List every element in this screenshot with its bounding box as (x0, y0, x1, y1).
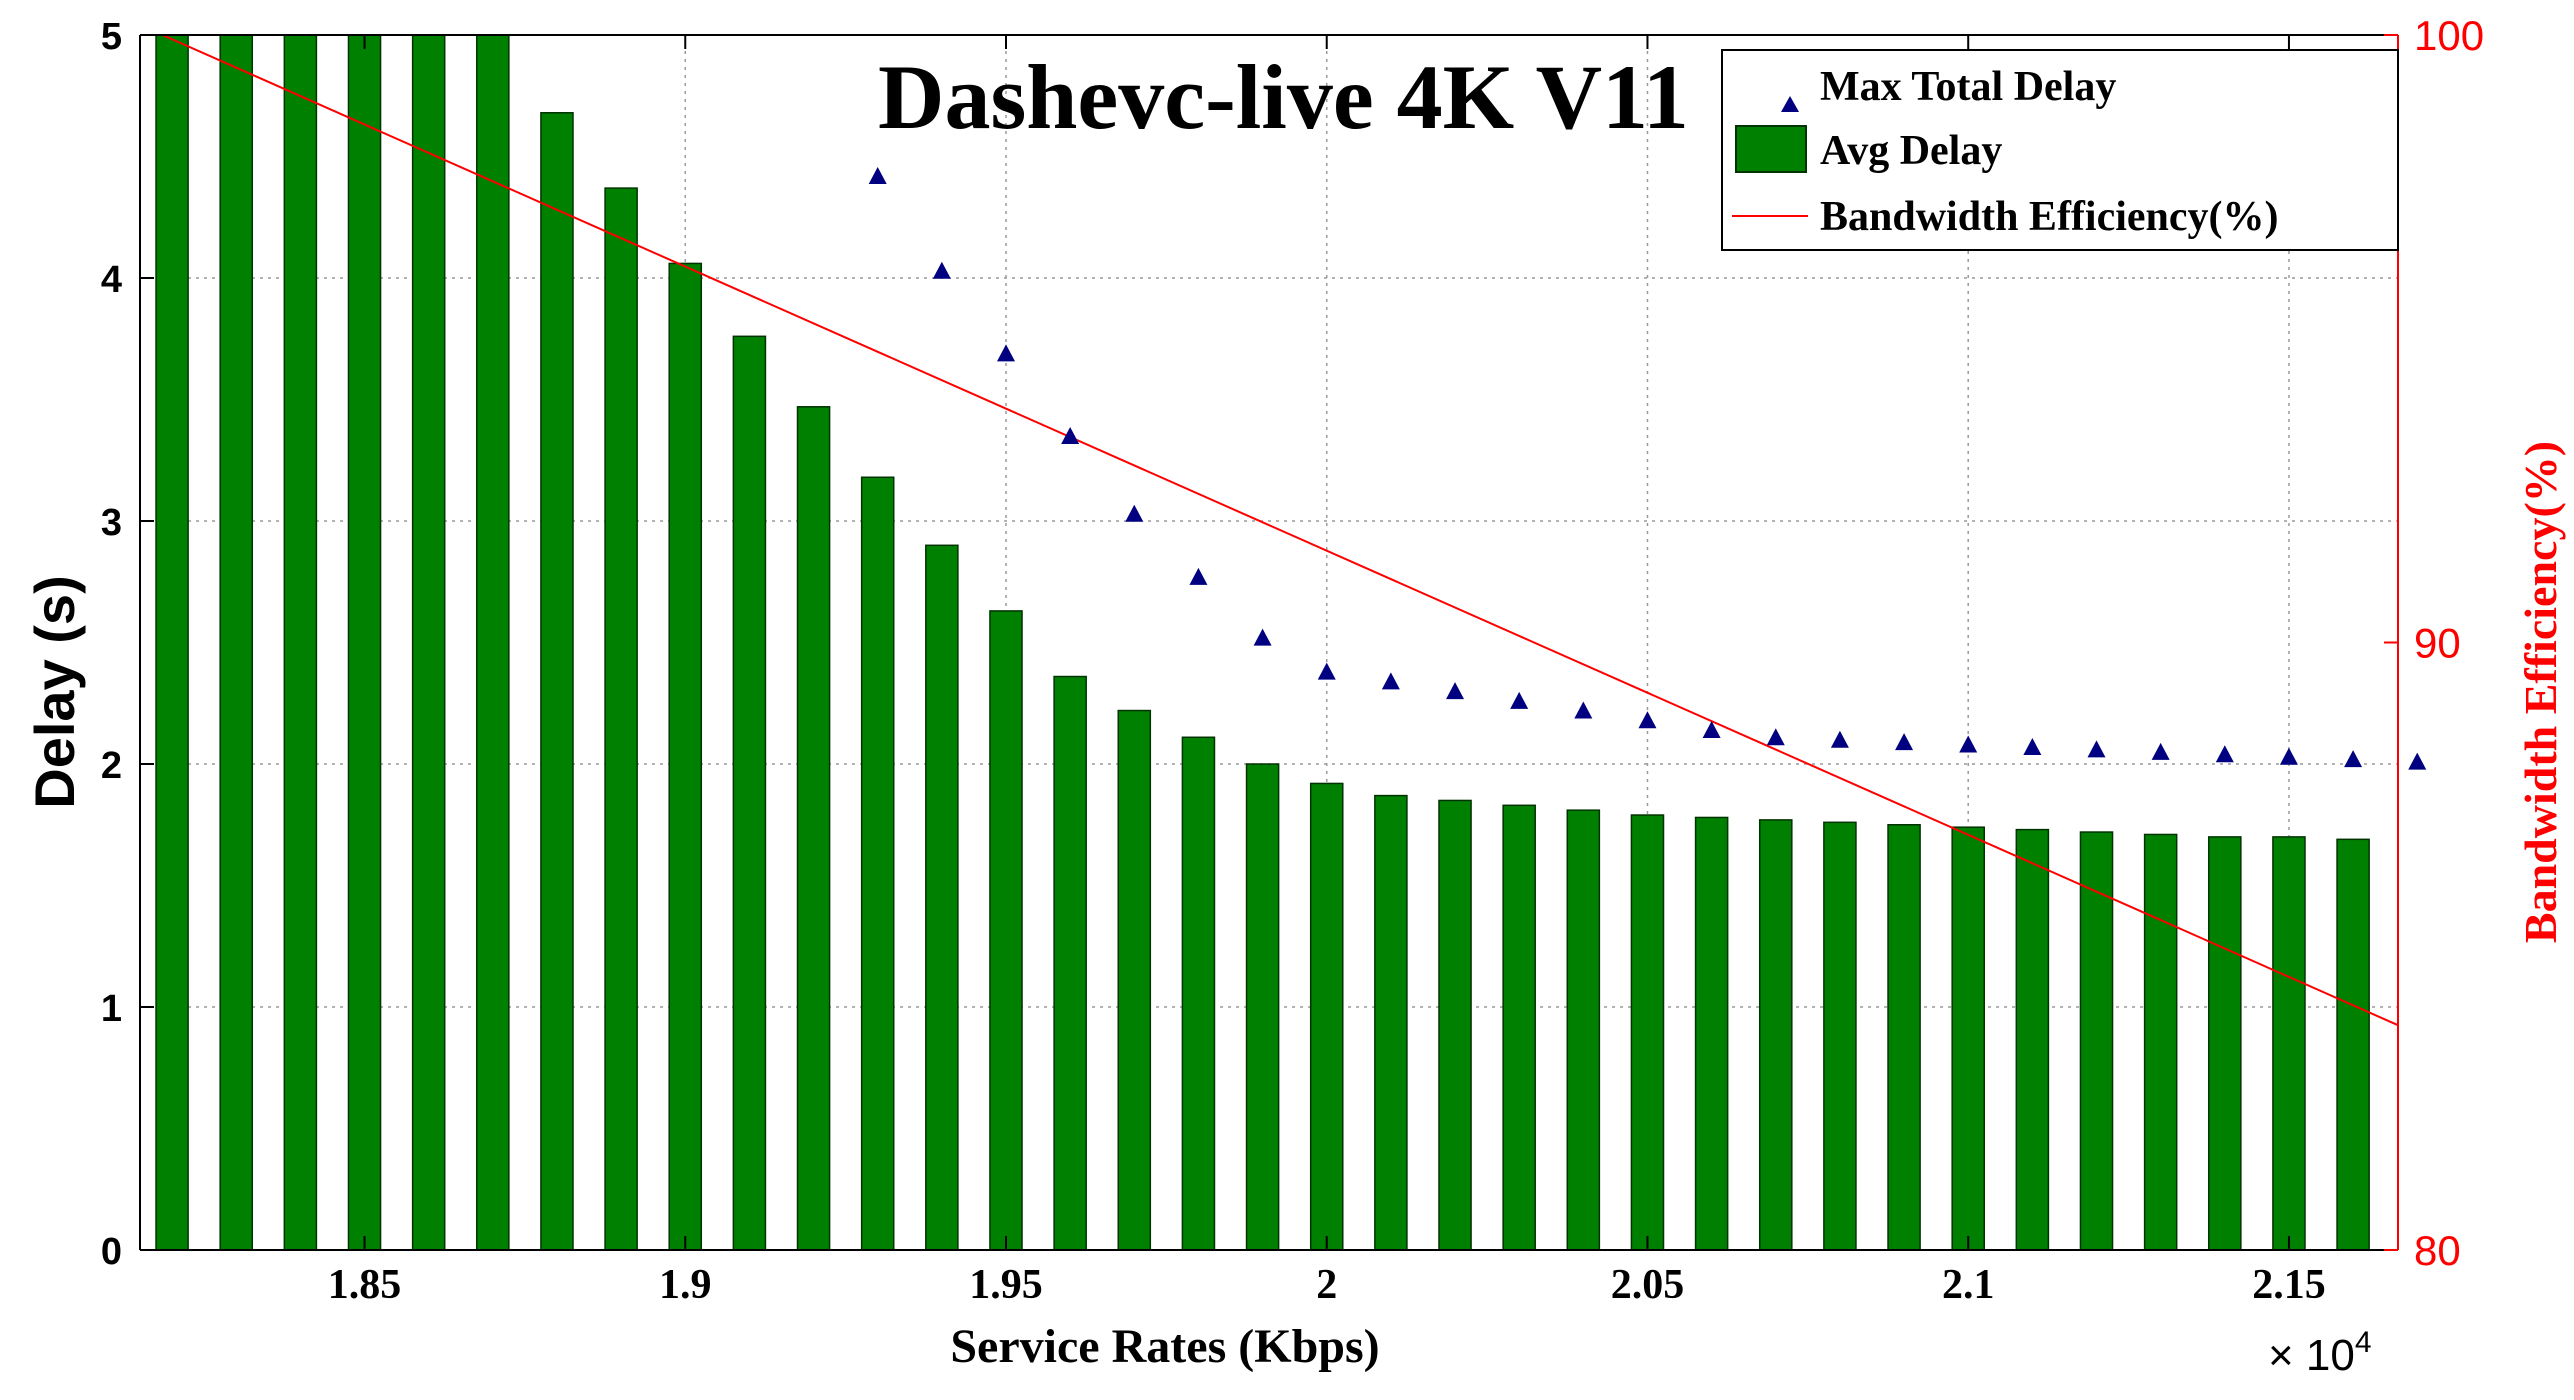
y-tick-label-4: 4 (101, 259, 122, 301)
max-total-delay-marker-2 (996, 344, 1015, 362)
avg-delay-bar-10 (796, 406, 831, 1250)
x-tick-label-2: 1.95 (969, 1262, 1043, 1308)
max-total-delay-marker-14 (1766, 728, 1785, 746)
legend-swatch-avg-delay (1735, 125, 1807, 173)
avg-delay-bar-22 (1566, 809, 1601, 1250)
axes (139, 34, 2399, 1251)
max-total-delay-marker-3 (1061, 426, 1080, 444)
x-axis-multiplier-exponent: 4 (2355, 1326, 2372, 1359)
x-tick-label-1: 1.9 (659, 1262, 712, 1308)
legend-label-max-total-delay: Max Total Delay (1820, 64, 2116, 110)
max-total-delay-marker-23 (2344, 750, 2363, 768)
y2-axis-label: Bandwidth Efficiency(%) (2515, 441, 2566, 943)
bandwidth-efficiency-line (162, 34, 2399, 1027)
max-total-delay-marker-4 (1125, 504, 1144, 522)
avg-delay-bar-8 (668, 262, 703, 1250)
y2-tick-label-0: 80 (2414, 1227, 2461, 1274)
chart-title: Dashevc-live 4K V11 (878, 46, 1689, 148)
avg-delay-bar-24 (1694, 816, 1729, 1250)
y-axis-label: Delay (s) (23, 575, 86, 808)
x-axis-label: Service Rates (Kbps) (950, 1320, 1379, 1373)
max-total-delay-marker-20 (2151, 742, 2170, 760)
x-tick-label-6: 2.15 (2252, 1262, 2326, 1308)
max-total-delay-marker-7 (1317, 662, 1336, 680)
avg-delay-bar-18 (1309, 782, 1344, 1250)
max-total-delay-marker-1 (932, 261, 951, 279)
avg-delay-bar-20 (1438, 799, 1472, 1250)
avg-delay-bar-2 (283, 35, 318, 1250)
y-tick-label-0: 0 (101, 1231, 122, 1273)
avg-delay-bars (155, 35, 2433, 1250)
avg-delay-bar-5 (476, 35, 510, 1250)
x-tick-label-4: 2.05 (1611, 1262, 1685, 1308)
max-total-delay-marker-15 (1830, 730, 1849, 748)
avg-delay-bar-33 (2272, 836, 2306, 1250)
x-tick-label-0: 1.85 (328, 1262, 402, 1308)
max-total-delay-marker-9 (1446, 682, 1465, 700)
avg-delay-bar-1 (219, 35, 254, 1250)
max-total-delay-marker-8 (1381, 672, 1400, 690)
avg-delay-bar-12 (925, 544, 959, 1250)
max-total-delay-marker-11 (1574, 701, 1593, 719)
legend-label-avg-delay: Avg Delay (1820, 128, 2002, 174)
max-total-delay-marker-18 (2023, 737, 2042, 755)
avg-delay-bar-0 (155, 35, 189, 1250)
avg-delay-bar-14 (1053, 675, 1087, 1250)
avg-delay-bar-31 (2143, 833, 2178, 1250)
max-total-delay-marker-6 (1253, 628, 1272, 646)
y2-tick-label-2: 100 (2414, 12, 2484, 59)
y-tick-label-5: 5 (101, 16, 122, 58)
legend-marker-max-total-delay (1781, 96, 1799, 112)
avg-delay-bar-21 (1502, 804, 1536, 1250)
x-axis-multiplier: × 104 (2268, 1326, 2372, 1380)
avg-delay-bar-17 (1245, 763, 1280, 1250)
avg-delay-bar-26 (1823, 821, 1857, 1250)
avg-delay-bar-11 (860, 476, 895, 1250)
avg-delay-bar-15 (1117, 709, 1152, 1250)
avg-delay-bar-4 (411, 35, 446, 1250)
avg-delay-bar-23 (1630, 814, 1665, 1250)
avg-delay-bar-27 (1887, 824, 1921, 1250)
x-tick-label-5: 2.1 (1942, 1262, 1995, 1308)
y-tick-label-1: 1 (101, 988, 122, 1030)
x-tick-label-3: 2 (1316, 1262, 1337, 1308)
avg-delay-bar-32 (2208, 836, 2242, 1250)
x-axis-multiplier-base: × 10 (2268, 1331, 2355, 1380)
y2-tick-label-1: 90 (2414, 620, 2461, 667)
max-total-delay-marker-17 (1959, 735, 1978, 753)
legend: Max Total Delay Avg Delay Bandwidth Effi… (1721, 49, 2399, 251)
max-total-delay-marker-24 (2408, 752, 2427, 770)
avg-delay-bar-35 (2401, 842, 2433, 1250)
max-total-delay-marker-0 (868, 166, 887, 184)
max-total-delay-marker-12 (1638, 711, 1657, 729)
y-tick-label-3: 3 (101, 502, 122, 544)
avg-delay-bar-7 (604, 187, 638, 1250)
max-total-delay-marker-19 (2087, 740, 2106, 758)
max-total-delay-marker-13 (1702, 720, 1721, 738)
avg-delay-bar-6 (540, 112, 574, 1250)
avg-delay-bar-30 (2079, 831, 2114, 1250)
max-total-delay-marker-5 (1189, 567, 1208, 585)
legend-label-bandwidth-efficiency: Bandwidth Efficiency(%) (1820, 194, 2279, 240)
max-total-delay-marker-16 (1895, 733, 1914, 751)
bandwidth-efficiency-line-group (162, 34, 2399, 1027)
legend-box (1721, 49, 2399, 251)
y-tick-label-2: 2 (101, 745, 122, 787)
avg-delay-bar-3 (347, 35, 382, 1250)
max-total-delay-marker-10 (1510, 691, 1529, 709)
avg-delay-bar-16 (1181, 736, 1216, 1250)
avg-delay-bar-34 (2336, 838, 2370, 1250)
max-total-delay-marker-21 (2215, 745, 2234, 763)
max-total-delay-marker-22 (2279, 747, 2298, 765)
avg-delay-bar-25 (1758, 819, 1793, 1250)
avg-delay-bar-9 (732, 335, 767, 1250)
avg-delay-bar-19 (1374, 794, 1408, 1250)
avg-delay-bar-29 (2015, 828, 2050, 1250)
avg-delay-bar-28 (1951, 826, 1985, 1250)
max-total-delay-markers (868, 166, 2427, 770)
avg-delay-bar-13 (989, 610, 1023, 1250)
tick-labels: 1.85 1.9 1.95 2 2.05 2.1 2.15 0 1 2 3 4 5 80 90 100 (101, 12, 2484, 1308)
